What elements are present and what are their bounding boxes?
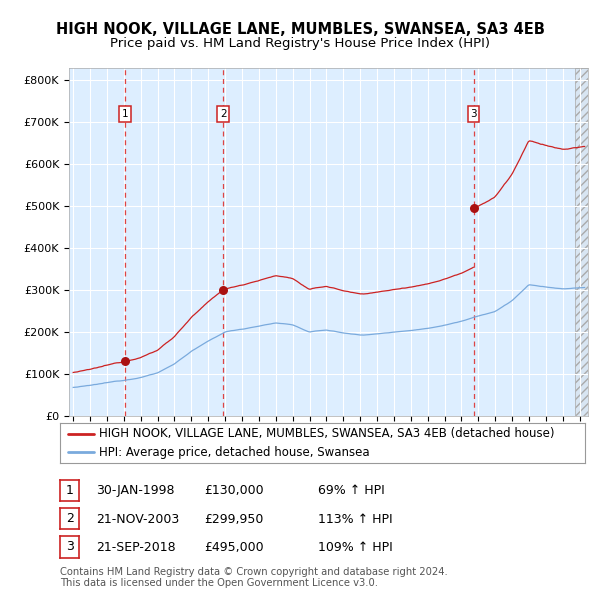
- Text: HPI: Average price, detached house, Swansea: HPI: Average price, detached house, Swan…: [100, 446, 370, 459]
- Text: 3: 3: [470, 109, 477, 119]
- Text: 3: 3: [65, 540, 74, 553]
- Text: 113% ↑ HPI: 113% ↑ HPI: [318, 513, 392, 526]
- Text: HIGH NOOK, VILLAGE LANE, MUMBLES, SWANSEA, SA3 4EB: HIGH NOOK, VILLAGE LANE, MUMBLES, SWANSE…: [56, 22, 544, 37]
- Text: £299,950: £299,950: [204, 513, 263, 526]
- Text: 109% ↑ HPI: 109% ↑ HPI: [318, 541, 393, 554]
- Text: 69% ↑ HPI: 69% ↑ HPI: [318, 484, 385, 497]
- Text: 2: 2: [65, 512, 74, 525]
- Text: Price paid vs. HM Land Registry's House Price Index (HPI): Price paid vs. HM Land Registry's House …: [110, 37, 490, 50]
- Text: This data is licensed under the Open Government Licence v3.0.: This data is licensed under the Open Gov…: [60, 578, 378, 588]
- Text: 21-SEP-2018: 21-SEP-2018: [96, 541, 176, 554]
- Text: HIGH NOOK, VILLAGE LANE, MUMBLES, SWANSEA, SA3 4EB (detached house): HIGH NOOK, VILLAGE LANE, MUMBLES, SWANSE…: [100, 427, 555, 440]
- Text: 21-NOV-2003: 21-NOV-2003: [96, 513, 179, 526]
- Text: 30-JAN-1998: 30-JAN-1998: [96, 484, 175, 497]
- Text: 2: 2: [220, 109, 227, 119]
- Text: 1: 1: [122, 109, 128, 119]
- Text: 1: 1: [65, 484, 74, 497]
- Text: Contains HM Land Registry data © Crown copyright and database right 2024.: Contains HM Land Registry data © Crown c…: [60, 568, 448, 577]
- Text: £495,000: £495,000: [204, 541, 263, 554]
- Text: £130,000: £130,000: [204, 484, 263, 497]
